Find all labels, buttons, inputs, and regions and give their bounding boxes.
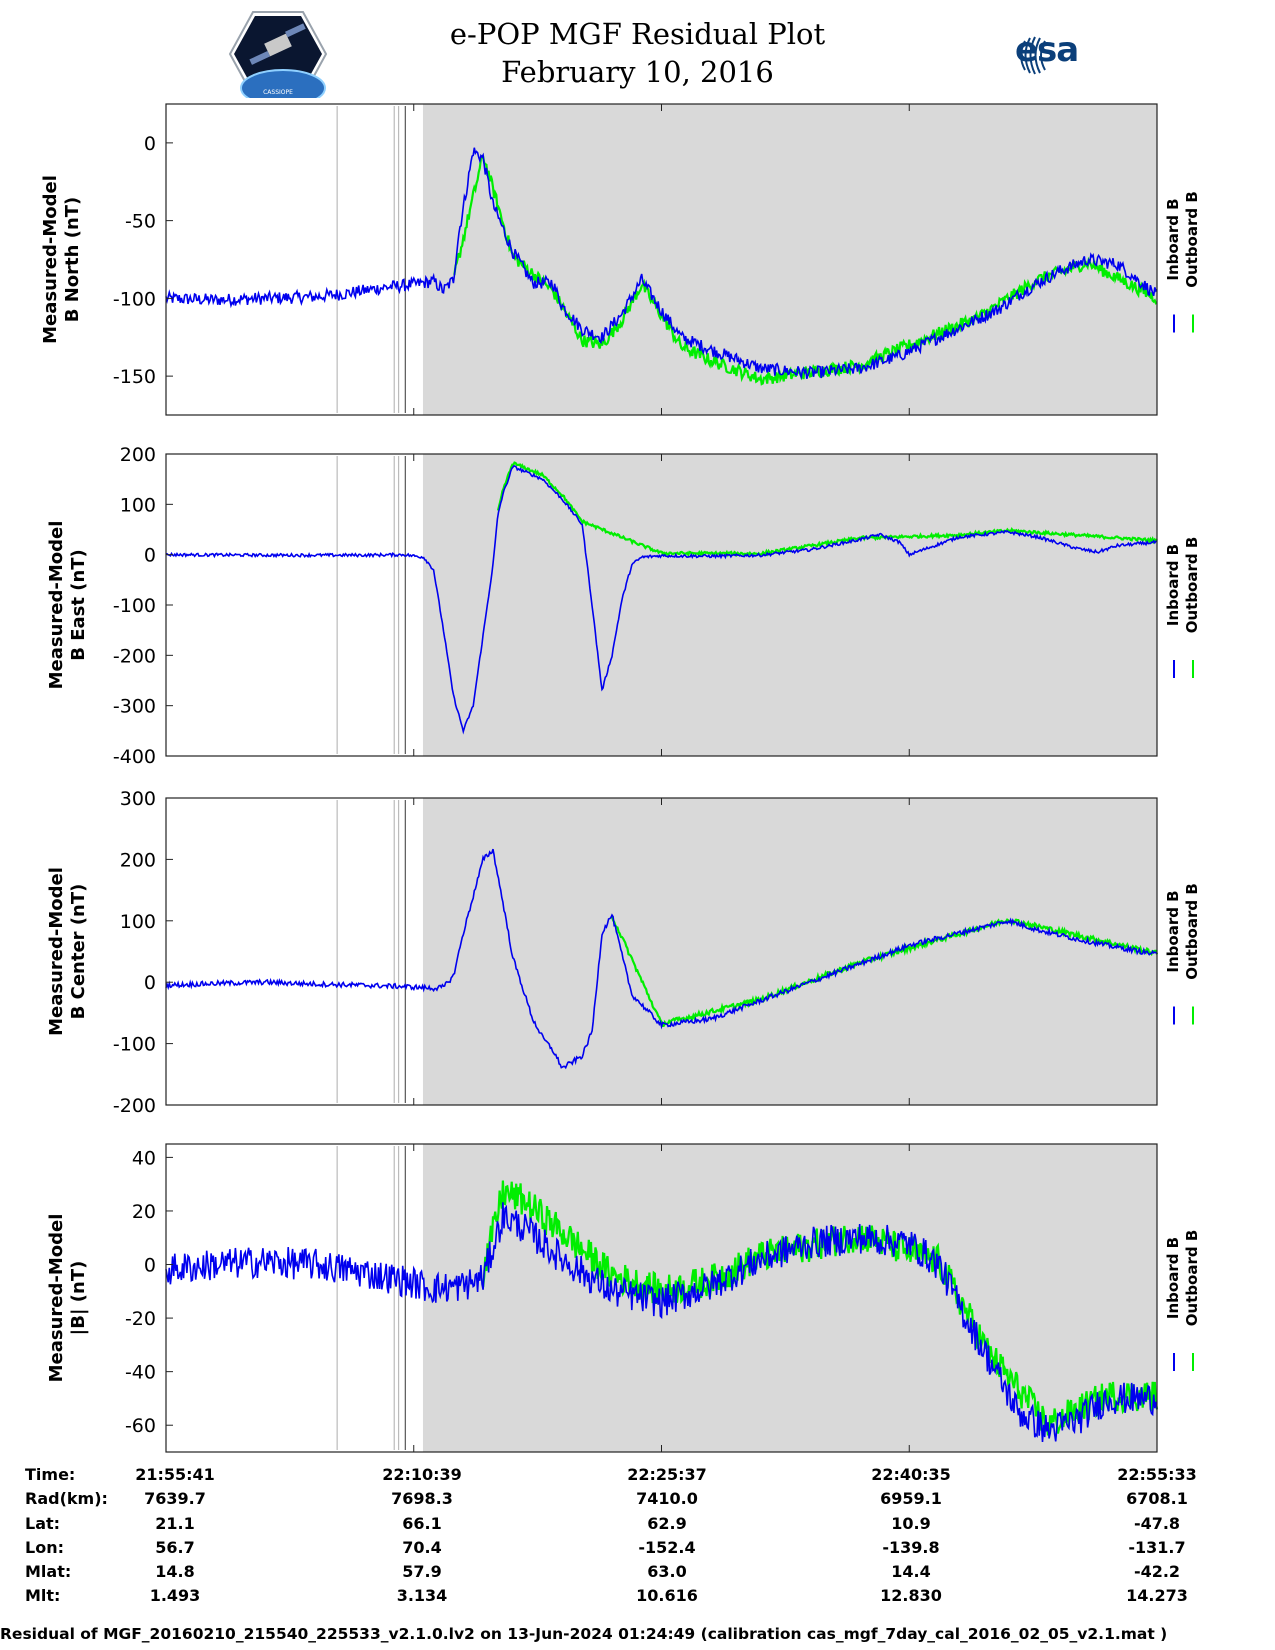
info-row: Lon: 56.7 70.4 -152.4 -139.8 -131.7	[0, 1538, 1275, 1562]
info-row: Mlt: 1.493 3.134 10.616 12.830 14.273	[0, 1586, 1275, 1610]
info-value: 63.0	[647, 1562, 687, 1581]
esa-logo-icon	[1020, 36, 1046, 75]
y-tick-label: 300	[120, 788, 156, 810]
info-row-label: Lat:	[25, 1514, 61, 1533]
esa-logo-text: esa	[1015, 30, 1079, 70]
info-value: 66.1	[402, 1514, 442, 1533]
info-value: 1.493	[149, 1586, 201, 1605]
info-value: 56.7	[155, 1538, 195, 1557]
plot-title: e-POP MGF Residual Plot	[449, 17, 826, 51]
info-value: 22:40:35	[871, 1465, 951, 1484]
svg-text:CASSIOPE: CASSIOPE	[263, 89, 293, 96]
legend-inboard-label: Inboard B	[1164, 198, 1182, 280]
y-tick-label: -40	[125, 1362, 156, 1384]
inboard-series-line	[165, 848, 1158, 1070]
info-row: Lat: 21.1 66.1 62.9 10.9 -47.8	[0, 1514, 1275, 1538]
legend-outboard-label: Outboard B	[1183, 191, 1201, 288]
info-row: Mlat: 14.8 57.9 63.0 14.4 -42.2	[0, 1562, 1275, 1586]
info-value: 22:25:37	[627, 1465, 707, 1484]
info-value: -152.4	[638, 1538, 696, 1557]
y-tick-label: -60	[125, 1415, 156, 1437]
legend-inboard-label: Inboard B	[1164, 1237, 1182, 1319]
y-tick-label: -50	[125, 211, 156, 233]
info-value: -131.7	[1128, 1538, 1186, 1557]
info-value: 12.830	[880, 1586, 942, 1605]
shaded-region	[422, 104, 1157, 415]
info-value: 14.4	[891, 1562, 931, 1581]
info-value: 6708.1	[1126, 1489, 1188, 1508]
info-value: 62.9	[647, 1514, 687, 1533]
y-tick-label: 0	[144, 1255, 156, 1277]
y-tick-label: -100	[113, 595, 156, 617]
y-axis-label: Measured-Model|B| (nT)	[46, 1214, 89, 1383]
info-value: 57.9	[402, 1562, 442, 1581]
y-tick-label: -200	[113, 1095, 156, 1117]
legend-inboard-label: Inboard B	[1164, 544, 1182, 626]
info-value: 22:55:33	[1117, 1465, 1197, 1484]
info-value: -47.8	[1133, 1514, 1181, 1533]
info-value: -139.8	[882, 1538, 940, 1557]
y-tick-label: 100	[120, 911, 156, 933]
y-tick-label: -20	[125, 1308, 156, 1330]
y-axis-label: Measured-ModelB East (nT)	[46, 521, 89, 690]
y-tick-label: 40	[132, 1147, 156, 1169]
residual-charts: 0 -50 -100 -150 Measured-ModelB North (nT) In…	[40, 103, 1201, 1453]
shaded-region	[422, 1144, 1157, 1452]
shaded-region	[422, 798, 1157, 1105]
y-tick-label: -100	[113, 288, 156, 310]
y-tick-label: -400	[113, 746, 156, 768]
legend-outboard-label: Outboard B	[1183, 1230, 1201, 1327]
y-tick-label: -300	[113, 696, 156, 718]
y-tick-label: -100	[113, 1034, 156, 1056]
info-value: 7698.3	[391, 1489, 453, 1508]
info-value: -42.2	[1133, 1562, 1181, 1581]
y-tick-label: 0	[144, 972, 156, 994]
info-row: Rad(km): 7639.7 7698.3 7410.0 6959.1 6708.1	[0, 1489, 1275, 1513]
outboard-series-line	[496, 461, 1158, 558]
info-value: 14.273	[1126, 1586, 1188, 1605]
y-tick-label: 0	[144, 545, 156, 567]
info-value: 7639.7	[144, 1489, 206, 1508]
shaded-region	[422, 454, 1157, 756]
inboard-series-line	[165, 147, 1158, 380]
y-axis-label: Measured-ModelB Center (nT)	[46, 867, 89, 1036]
inboard-series-line	[165, 464, 1158, 735]
info-value: 10.616	[636, 1586, 698, 1605]
y-tick-label: 20	[132, 1201, 156, 1223]
info-row: Time: 21:55:41 22:10:39 22:25:37 22:40:35 22:…	[0, 1465, 1275, 1489]
info-row-label: Mlat:	[25, 1562, 72, 1581]
legend-outboard-label: Outboard B	[1183, 883, 1201, 980]
y-tick-label: -200	[113, 645, 156, 667]
legend-outboard-label: Outboard B	[1183, 537, 1201, 634]
y-axis-label: Measured-ModelB North (nT)	[40, 175, 83, 344]
info-row-label: Time:	[25, 1465, 76, 1484]
info-value: 14.8	[155, 1562, 195, 1581]
y-tick-label: 200	[120, 444, 156, 466]
outboard-series-line	[453, 154, 1158, 386]
info-row-label: Mlt:	[25, 1586, 61, 1605]
y-tick-label: -150	[113, 366, 156, 388]
info-value: 10.9	[891, 1514, 931, 1533]
info-value: 3.134	[396, 1586, 448, 1605]
y-tick-label: 100	[120, 494, 156, 516]
legend-inboard-label: Inboard B	[1164, 890, 1182, 972]
inboard-series-line	[165, 1202, 1158, 1442]
file-footer: Residual of MGF_20160210_215540_225533_v…	[0, 1625, 1168, 1643]
cassiope-mission-logo: CASSIOPE	[228, 11, 328, 98]
info-value: 22:10:39	[382, 1465, 462, 1484]
info-value: 21.1	[155, 1514, 195, 1533]
y-tick-label: 200	[120, 849, 156, 871]
info-row-label: Lon:	[25, 1538, 64, 1557]
info-value: 70.4	[402, 1538, 442, 1557]
plot-date: February 10, 2016	[501, 55, 774, 89]
info-value: 21:55:41	[135, 1465, 215, 1484]
info-row-label: Rad(km):	[25, 1489, 108, 1508]
y-tick-label: 0	[144, 133, 156, 155]
info-value: 7410.0	[636, 1489, 698, 1508]
info-value: 6959.1	[880, 1489, 942, 1508]
